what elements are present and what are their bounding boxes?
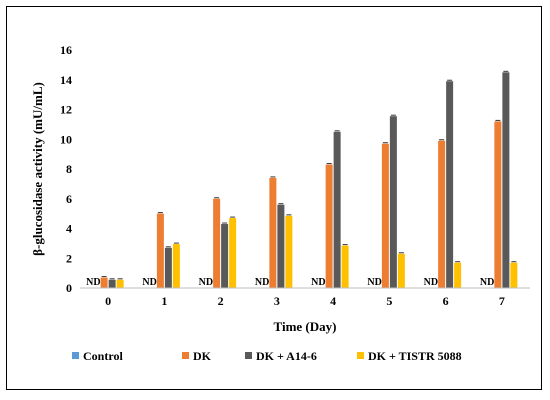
- bar-dk-tistr-5088: [510, 262, 518, 288]
- nd-label: ND: [480, 277, 494, 288]
- y-axis-ticks: 0 2 4 6 8 10 12 14 16: [60, 43, 72, 295]
- x-tick-label: 5: [386, 294, 392, 308]
- y-tick-label: 2: [66, 251, 72, 265]
- y-tick-label: 0: [66, 281, 72, 295]
- legend-label: Control: [83, 349, 123, 363]
- nd-label: ND: [86, 277, 100, 288]
- bar-dk: [438, 140, 446, 288]
- bar-dk-a14-6: [164, 247, 172, 288]
- nd-labels: ND ND ND ND ND ND ND ND: [86, 277, 494, 288]
- bar-dk: [100, 277, 108, 288]
- legend-swatch: [357, 352, 364, 359]
- x-tick-label: 4: [330, 294, 336, 308]
- bar-dk-a14-6: [446, 81, 454, 288]
- bar-dk-tistr-5088: [172, 244, 180, 288]
- bar-dk-a14-6: [389, 116, 397, 288]
- bar-dk-tistr-5088: [454, 262, 462, 288]
- x-tick-label: 1: [161, 294, 167, 308]
- nd-label: ND: [367, 277, 381, 288]
- bar-dk: [381, 143, 389, 288]
- nd-label: ND: [199, 277, 213, 288]
- bar-dk: [325, 164, 333, 288]
- nd-label: ND: [255, 277, 269, 288]
- bar-dk-tistr-5088: [229, 218, 237, 288]
- bar-dk-a14-6: [277, 204, 285, 288]
- x-axis-ticks: 0 1 2 3 4 5 6 7: [105, 294, 505, 308]
- bar-dk: [156, 213, 164, 288]
- x-tick-label: 3: [274, 294, 280, 308]
- y-axis-title: β-glucosidase activity (mU/mL): [30, 82, 45, 256]
- x-tick-label: 0: [105, 294, 111, 308]
- legend-swatch: [72, 352, 79, 359]
- nd-label: ND: [142, 277, 156, 288]
- bar-dk: [269, 177, 277, 288]
- legend-label: DK + TISTR 5088: [368, 349, 462, 363]
- legend-label: DK: [193, 349, 212, 363]
- bar-dk-a14-6: [108, 279, 116, 288]
- y-tick-label: 10: [60, 132, 72, 146]
- legend: Control DK DK + A14-6 DK + TISTR 5088: [72, 349, 462, 363]
- legend-swatch: [245, 352, 252, 359]
- x-tick-label: 7: [499, 294, 505, 308]
- legend-swatch: [182, 352, 189, 359]
- x-tick-label: 6: [443, 294, 449, 308]
- y-tick-label: 4: [66, 222, 72, 236]
- bar-dk-tistr-5088: [116, 279, 124, 288]
- y-tick-label: 8: [66, 162, 72, 176]
- bar-dk-tistr-5088: [397, 253, 405, 288]
- y-tick-label: 14: [60, 73, 72, 87]
- bar-dk-tistr-5088: [285, 215, 293, 288]
- nd-label: ND: [311, 277, 325, 288]
- y-tick-label: 12: [60, 103, 72, 117]
- bars: [100, 70, 518, 289]
- bar-dk-tistr-5088: [341, 245, 349, 288]
- bar-dk: [494, 121, 502, 289]
- bar-dk: [213, 198, 221, 288]
- y-tick-label: 16: [60, 43, 72, 57]
- y-tick-label: 6: [66, 192, 72, 206]
- nd-label: ND: [424, 277, 438, 288]
- bar-dk-a14-6: [502, 72, 510, 288]
- x-axis-title: Time (Day): [274, 319, 337, 334]
- bar-dk-a14-6: [333, 131, 341, 288]
- bar-dk-a14-6: [221, 224, 229, 288]
- legend-label: DK + A14-6: [256, 349, 317, 363]
- x-tick-label: 2: [218, 294, 224, 308]
